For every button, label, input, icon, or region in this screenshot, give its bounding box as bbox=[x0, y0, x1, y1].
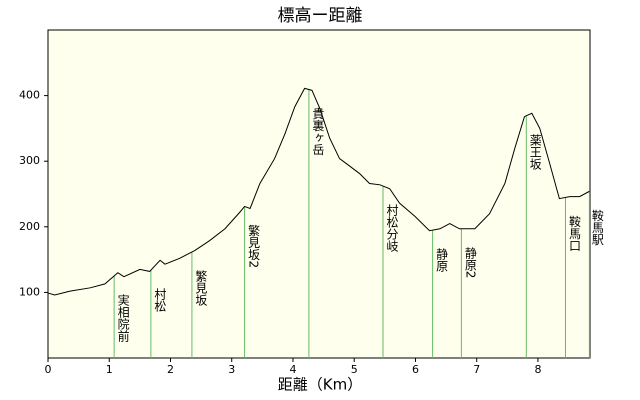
x-tick-label: 3 bbox=[228, 363, 235, 376]
landmark-label: 貴裏ヶ岳 bbox=[311, 107, 325, 155]
x-tick-label: 8 bbox=[534, 363, 541, 376]
x-axis-title: 距離（Km） bbox=[278, 376, 362, 394]
y-tick-label: 400 bbox=[19, 89, 40, 102]
landmark-label: 繁見坂2 bbox=[247, 223, 261, 268]
landmark-label: 鞍馬口 bbox=[568, 214, 582, 251]
x-tick-label: 7 bbox=[473, 363, 480, 376]
chart-title: 標高ー距離 bbox=[278, 6, 363, 26]
landmark-label: 静原2 bbox=[463, 246, 477, 278]
x-tick-label: 5 bbox=[351, 363, 358, 376]
y-tick-label: 200 bbox=[19, 220, 40, 233]
x-tick-label: 1 bbox=[106, 363, 113, 376]
landmark-label: 村松分岐 bbox=[385, 204, 399, 252]
x-tick-label: 2 bbox=[167, 363, 174, 376]
y-tick-label: 100 bbox=[19, 285, 40, 298]
landmark-label: 鞍馬駅 bbox=[590, 208, 604, 246]
landmark-label: 実相院前 bbox=[116, 292, 130, 341]
y-tick-label: 300 bbox=[19, 154, 40, 167]
landmark-label: 薬王坂 bbox=[528, 133, 542, 170]
x-tick-label: 0 bbox=[45, 363, 52, 376]
landmark-label: 静原 bbox=[435, 248, 449, 272]
landmark-label: 村松 bbox=[153, 288, 167, 312]
x-tick-label: 6 bbox=[412, 363, 419, 376]
x-tick-label: 4 bbox=[289, 363, 296, 376]
landmark-label: 繁見坂 bbox=[194, 269, 208, 307]
elevation-line bbox=[47, 87, 590, 296]
